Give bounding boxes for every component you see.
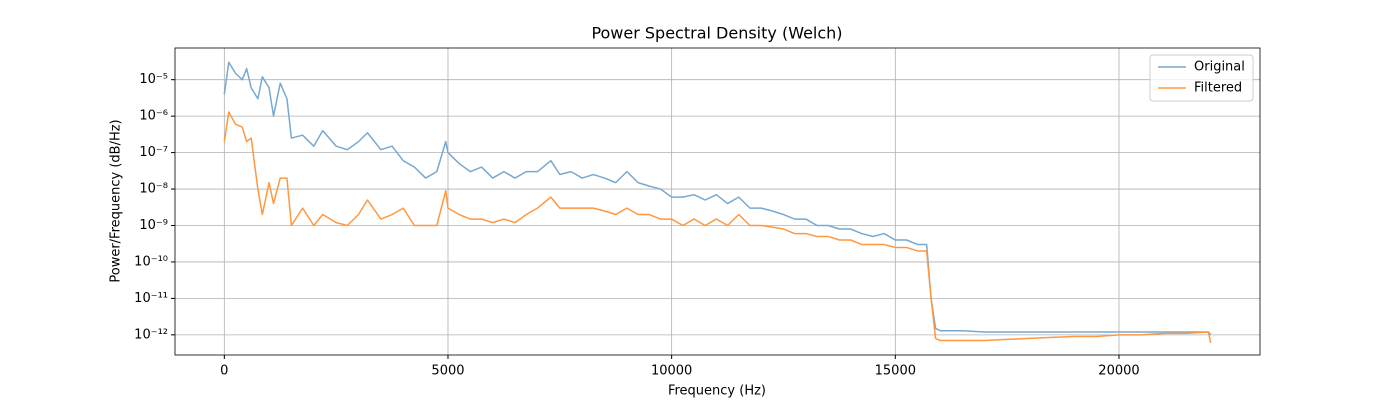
legend-label: Original xyxy=(1194,60,1245,75)
x-tick-label: 5000 xyxy=(431,364,464,379)
x-tick-label: 10000 xyxy=(651,364,692,379)
y-tick-label: 10⁻⁷ xyxy=(139,145,168,160)
y-tick-label: 10⁻⁹ xyxy=(139,218,168,233)
x-tick-label: 20000 xyxy=(1098,364,1139,379)
y-axis-label: Power/Frequency (dB/Hz) xyxy=(109,119,124,282)
axes-frame xyxy=(174,47,1261,356)
y-tick-label: 10⁻⁸ xyxy=(139,182,168,197)
y-tick-label: 10⁻¹⁰ xyxy=(134,254,168,269)
y-tick-label: 10⁻⁶ xyxy=(139,109,168,124)
x-axis-label: Frequency (Hz) xyxy=(668,384,766,399)
y-tick-label: 10⁻¹² xyxy=(134,327,168,342)
series-line xyxy=(223,111,1212,344)
legend-label: Filtered xyxy=(1194,81,1242,96)
y-tick-label: 10⁻⁵ xyxy=(139,72,168,87)
x-tick-label: 0 xyxy=(220,364,228,379)
chart-title: Power Spectral Density (Welch) xyxy=(591,24,842,43)
y-tick-label: 10⁻¹¹ xyxy=(134,291,168,306)
x-tick-label: 15000 xyxy=(875,364,916,379)
